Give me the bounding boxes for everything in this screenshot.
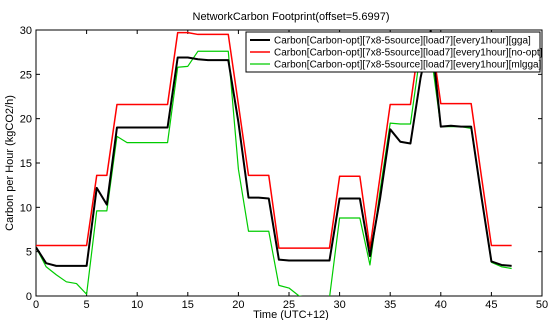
legend: Carbon[Carbon-opt][7x8-5source][load7][e… [245,31,543,73]
legend-label-0: Carbon[Carbon-opt][7x8-5source][load7][e… [274,36,531,47]
legend-label-2: Carbon[Carbon-opt][7x8-5source][load7][e… [274,60,542,71]
y-tick-label: 20 [20,114,32,126]
axis-ticks: 0 5 10 15 20 25 30 35 40 45 50 0 5 10 15 20 25 30 [20,25,548,311]
x-tick-label: 5 [84,299,90,311]
x-tick-label: 20 [232,299,244,311]
y-tick-label: 5 [26,247,32,259]
x-axis-label: Time (UTC+12) [253,309,329,320]
y-tick-label: 0 [26,291,32,303]
plot-area [35,29,543,297]
x-tick-label: 45 [485,299,497,311]
chart-title: NetworkCarbon Footprint(offset=5.6997) [193,11,390,23]
y-tick-label: 25 [20,69,32,81]
y-tick-label: 10 [20,202,32,214]
x-tick-label: 30 [333,299,345,311]
x-tick-label: 50 [536,299,548,311]
y-tick-label: 30 [20,25,32,37]
y-tick-label: 15 [20,158,32,170]
plot-frame [35,29,543,297]
legend-label-1: Carbon[Carbon-opt][7x8-5source][load7][e… [274,48,543,59]
x-tick-label: 40 [435,299,447,311]
x-tick-label: 35 [384,299,396,311]
x-tick-label: 10 [131,299,143,311]
x-tick-label: 15 [182,299,194,311]
y-axis-label: Carbon per Hour (kgCO2/h) [4,95,16,231]
x-tick-label: 0 [33,299,39,311]
x-tick-label: 25 [283,299,295,311]
legend-box [245,31,541,73]
